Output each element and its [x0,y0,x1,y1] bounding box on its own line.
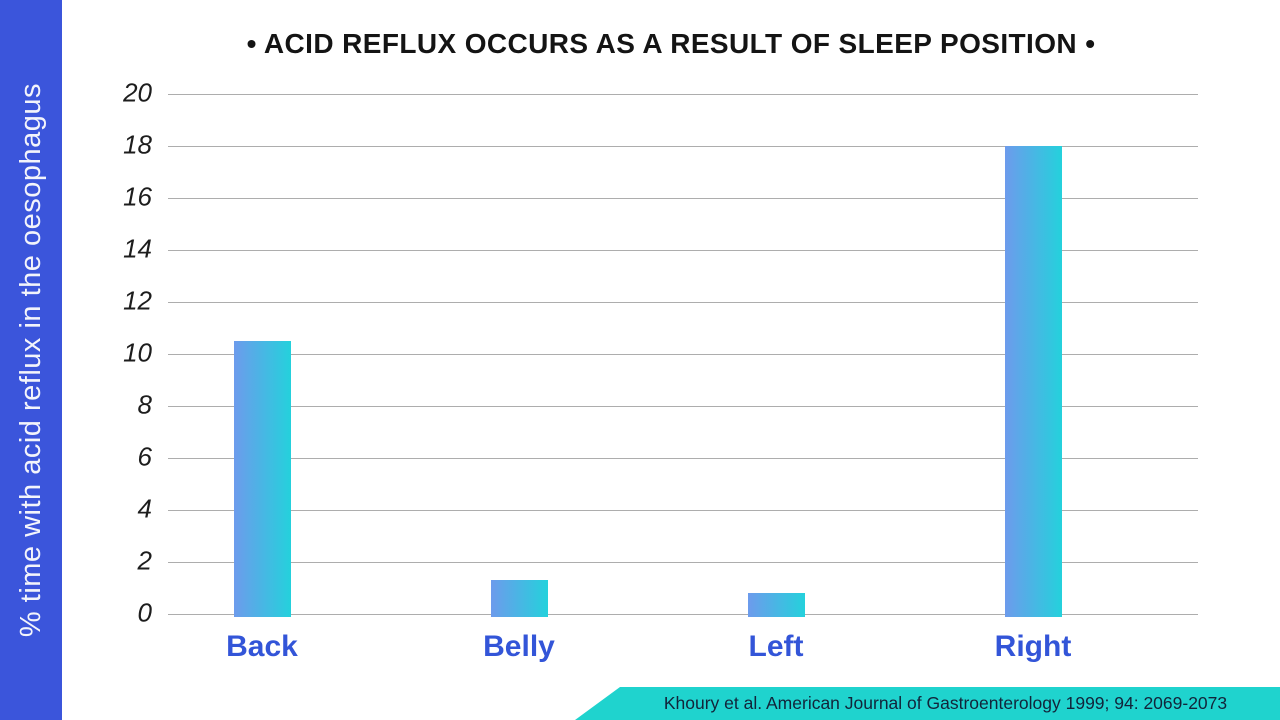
x-axis-label-left: Left [748,630,804,663]
bar-right [1004,146,1062,617]
source-citation: Khoury et al. American Journal of Gastro… [663,693,1228,713]
y-axis-tick-label: 20 [123,77,152,108]
gridline [168,458,1198,459]
bar-belly [490,580,548,617]
gridline [168,146,1198,147]
source-banner: Khoury et al. American Journal of Gastro… [575,687,1280,720]
y-axis-tick-label: 18 [123,129,152,160]
gridline [168,250,1198,251]
gridline [168,302,1198,303]
gridline [168,198,1198,199]
plot-area: 0 2 4 6 8 10 12 14 16 18 20 Back Belly Left Right [123,77,1198,663]
x-axis-label-belly: Belly [483,630,555,663]
x-axis-label-back: Back [226,630,298,663]
y-axis-tick-label: 14 [123,233,152,264]
y-axis-tick-label: 6 [137,441,152,472]
bar-back [233,341,291,617]
chart-title: • ACID REFLUX OCCURS AS A RESULT OF SLEE… [246,28,1096,59]
y-axis-tick-label: 0 [137,597,152,628]
gridline [168,354,1198,355]
gridline [168,614,1198,615]
gridline [168,94,1198,95]
bar-left [747,593,805,617]
gridline [168,510,1198,511]
gridline [168,562,1198,563]
y-axis-tick-label: 8 [137,389,152,420]
x-axis-label-right: Right [994,630,1072,663]
y-axis-title-band: % time with acid reflux in the oesophagu… [0,0,62,720]
y-axis-tick-label: 2 [137,545,152,576]
y-axis-tick-label: 10 [123,337,152,368]
gridline [168,406,1198,407]
y-axis-title: % time with acid reflux in the oesophagu… [14,82,47,638]
y-axis-tick-label: 4 [137,493,152,524]
y-axis-tick-label: 12 [123,285,152,316]
y-axis-tick-label: 16 [123,181,152,212]
